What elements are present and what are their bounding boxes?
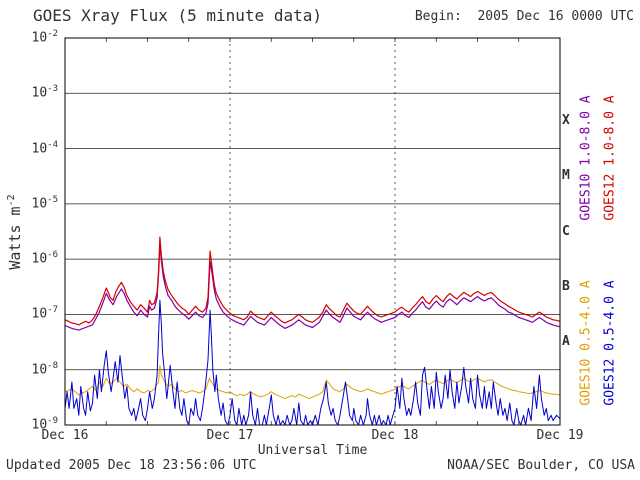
y-tick-label: 10-2 — [31, 29, 59, 46]
legend-goes12-long: GOES12 1.0-8.0 A — [602, 95, 618, 221]
x-axis-label: Universal Time — [257, 443, 368, 458]
legend-goes10-long: GOES10 1.0-8.0 A — [578, 95, 594, 221]
y-tick-label: 10-7 — [31, 305, 59, 322]
series-goes10-1-0-8-0-a — [64, 244, 561, 331]
x-tick-label: Dec 19 — [536, 428, 584, 443]
page-title: GOES Xray Flux (5 minute data) — [33, 6, 322, 25]
flare-class-label-c: C — [562, 223, 570, 239]
begin-timestamp: Begin: 2005 Dec 16 0000 UTC — [414, 9, 634, 24]
legend-goes10-short: GOES10 0.5-4.0 A — [578, 280, 594, 406]
flare-class-label-m: M — [562, 168, 570, 184]
x-tick-label: Dec 18 — [371, 428, 419, 443]
y-tick-label: 10-6 — [31, 250, 59, 267]
updated-timestamp: Updated 2005 Dec 18 23:56:06 UTC — [6, 458, 257, 473]
plot-frame — [64, 37, 561, 426]
y-tick-label: 10-3 — [31, 84, 59, 101]
series-goes12-1-0-8-0-a — [64, 236, 561, 326]
flare-class-label-b: B — [562, 278, 570, 294]
flare-class-label-x: X — [562, 112, 570, 128]
legend-goes12-short: GOES12 0.5-4.0 A — [602, 280, 618, 406]
x-tick-label: Dec 17 — [206, 428, 254, 443]
series-goes12-0-5-4-0-a — [64, 299, 561, 426]
series-goes10-0-5-4-0-a — [64, 364, 561, 400]
y-tick-label: 10-9 — [31, 416, 59, 433]
y-tick-label: 10-4 — [31, 139, 59, 156]
source-credit: NOAA/SEC Boulder, CO USA — [447, 458, 635, 473]
y-tick-label: 10-8 — [31, 360, 59, 378]
flare-class-label-a: A — [562, 334, 570, 350]
y-tick-label: 10-5 — [31, 194, 59, 212]
x-tick-label: Dec 16 — [41, 428, 89, 443]
